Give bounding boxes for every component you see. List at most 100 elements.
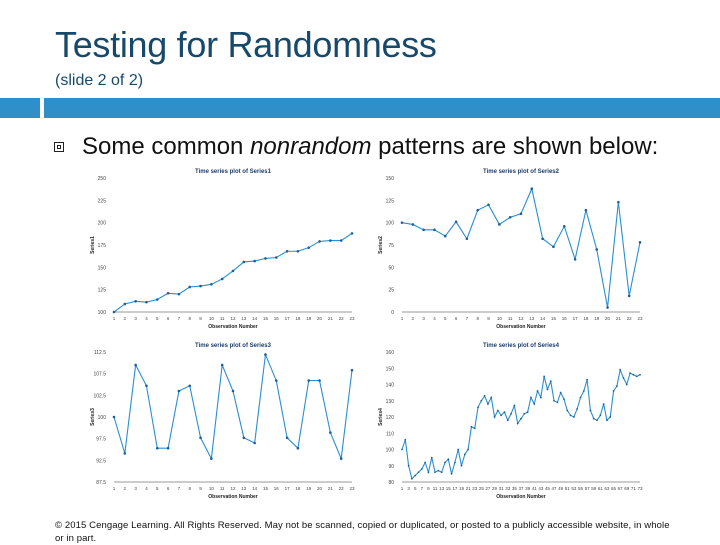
x-tick-label: 22 [339,486,345,491]
data-point [307,246,311,249]
data-point [401,448,403,451]
data-point [467,448,470,451]
data-point [559,391,562,394]
x-tick-label: 8 [188,486,191,491]
data-point [166,291,170,295]
data-point [617,200,620,204]
x-tick-label: 11 [220,316,225,321]
data-point [440,471,443,474]
y-tick-label: 160 [386,350,395,356]
x-tick-label: 23 [472,486,478,491]
x-tick-label: 11 [508,316,513,321]
x-tick-label: 6 [455,316,458,321]
bullet-text-post: patterns are shown below: [371,133,659,160]
y-tick-label: 110 [386,431,394,437]
data-point [296,446,300,450]
data-point [483,394,486,397]
x-tick-label: 18 [583,316,589,321]
y-tick-label: 150 [386,366,395,372]
data-point [510,412,512,415]
x-tick-label: 4 [433,316,436,321]
x-axis-label: Observation Number [496,494,546,500]
data-point [552,245,555,249]
x-tick-label: 15 [263,316,269,321]
x-tick-label: 16 [274,486,280,491]
x-tick-label: 1 [401,486,404,491]
data-point [476,208,480,212]
x-tick-label: 19 [459,486,465,491]
data-point [434,471,436,474]
x-tick-label: 2 [124,316,127,321]
data-point [487,203,490,207]
x-tick-label: 9 [427,486,430,491]
x-tick-label: 17 [285,486,291,491]
data-point [496,409,499,412]
data-point [285,436,289,440]
x-tick-label: 7 [466,316,469,321]
x-tick-label: 13 [241,486,247,491]
y-tick-label: 102.5 [93,393,106,399]
x-tick-label: 2 [412,316,415,321]
x-tick-label: 43 [538,486,544,491]
data-point [123,302,127,306]
x-tick-label: 21 [616,316,622,321]
data-point [503,411,506,414]
data-point [253,259,256,263]
data-point [264,353,267,356]
x-tick-label: 16 [562,316,568,321]
x-tick-label: 41 [532,486,538,491]
data-point [420,468,423,470]
y-tick-label: 150 [386,176,395,182]
x-tick-label: 67 [618,486,624,491]
x-tick-label: 63 [604,486,610,491]
data-point [546,388,549,391]
y-tick-label: 130 [386,399,395,405]
data-point [615,385,618,388]
data-point [622,377,625,379]
x-tick-label: 20 [317,486,323,491]
data-point [400,221,404,224]
data-point [619,368,622,371]
x-tick-label: 9 [199,316,202,321]
data-point [443,234,447,238]
data-point [520,417,522,420]
x-tick-label: 9 [487,316,490,321]
data-point [595,248,599,251]
x-tick-label: 23 [349,486,355,491]
y-tick-label: 125 [386,198,395,204]
data-point [134,299,137,303]
bullet-text: Some common nonrandom patterns are shown… [82,132,682,162]
y-tick-label: 87.5 [96,480,106,486]
data-point [513,404,516,407]
x-tick-label: 19 [306,486,312,491]
data-point [437,469,440,472]
x-tick-label: 73 [637,486,643,491]
chart-series3: Time series plot of Series3 87.5 92.5 97.5 1… [88,338,360,506]
data-point [470,425,473,428]
x-tick-label: 61 [598,486,604,491]
x-tick-label: 3 [134,486,137,491]
data-point [264,257,267,260]
data-point [350,232,354,235]
y-axis-label: Series1 [90,236,96,254]
data-point [530,187,534,191]
data-point [543,375,546,378]
data-point [592,417,595,420]
data-point [210,457,213,460]
x-tick-label: 12 [230,316,236,321]
data-point [414,474,417,477]
data-point [274,256,278,259]
data-point [576,407,579,410]
y-tick-label: 125 [98,288,107,294]
x-tick-label: 45 [545,486,551,491]
y-tick-label: 112.5 [94,350,106,356]
y-tick-label: 100 [386,221,395,227]
data-point [477,406,479,409]
data-point [350,368,354,372]
data-point [444,461,446,464]
copyright-footer: © 2015 Cengage Learning. All Rights Rese… [55,520,670,544]
x-tick-label: 17 [573,316,579,321]
data-point [145,300,148,304]
chart-title: Time series plot of Series3 [195,343,272,349]
x-tick-label: 10 [209,486,215,491]
